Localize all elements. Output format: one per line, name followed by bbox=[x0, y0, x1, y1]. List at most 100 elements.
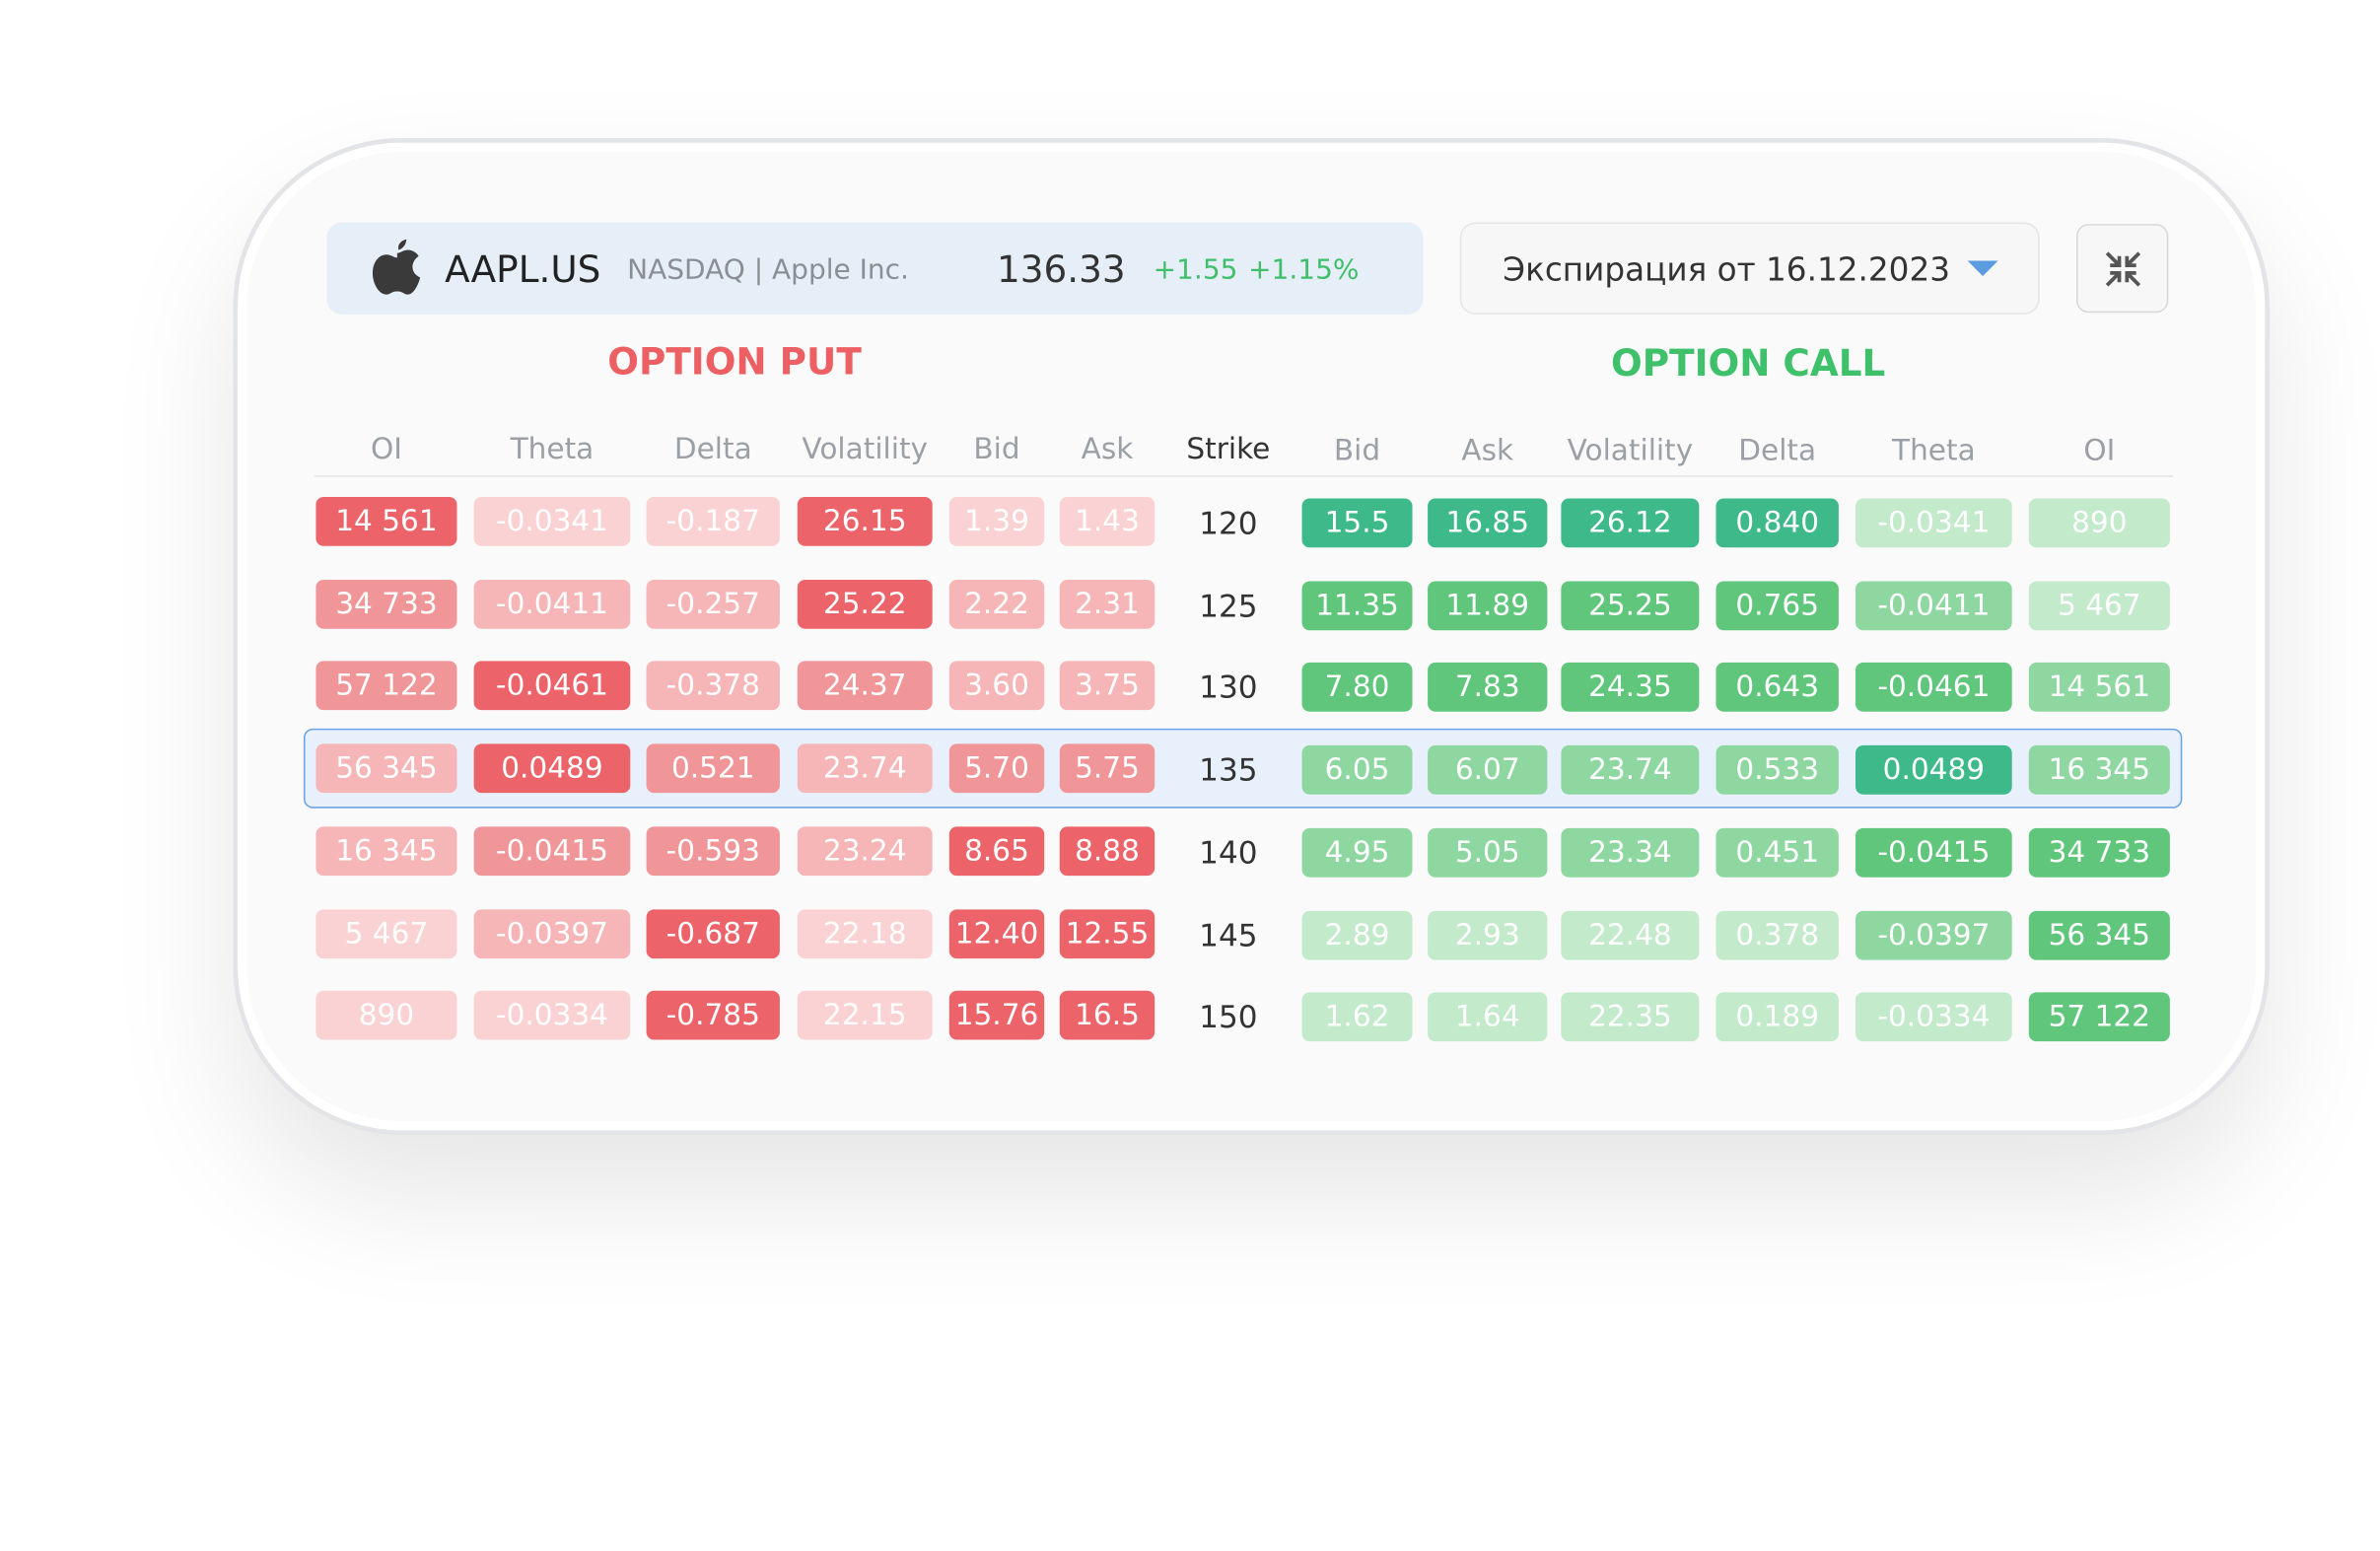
put-cell: -0.0334 bbox=[473, 990, 631, 1040]
ticker: AAPL.US bbox=[445, 247, 601, 292]
header-divider bbox=[314, 475, 2174, 477]
expiration-dropdown[interactable] bbox=[1459, 222, 2040, 315]
call-cell: 0.451 bbox=[1715, 827, 1839, 878]
call-cell: 5.05 bbox=[1428, 827, 1548, 878]
put-cell: 24.37 bbox=[797, 661, 933, 711]
put-cell: 8.88 bbox=[1059, 826, 1155, 877]
expiration: Экспирация от 16.12.2023 bbox=[1503, 251, 1951, 289]
call-cell: 16 345 bbox=[2028, 744, 2170, 795]
put-cell: 22.18 bbox=[797, 909, 933, 959]
change: +1.55 bbox=[1153, 253, 1238, 287]
call-cell: 2.89 bbox=[1301, 910, 1413, 960]
column-header: Volatility bbox=[802, 432, 929, 466]
strike: 145 bbox=[1199, 917, 1258, 954]
put-cell: 5.75 bbox=[1059, 743, 1155, 794]
call-cell: 23.74 bbox=[1561, 744, 1700, 795]
call-cell: 15.5 bbox=[1301, 498, 1413, 548]
call-cell: 0.765 bbox=[1715, 581, 1839, 631]
call-cell: 4.95 bbox=[1301, 827, 1413, 878]
column-header: Strike bbox=[1186, 432, 1271, 466]
column-header: Ask bbox=[1081, 432, 1134, 466]
exchange: NASDAQ | Apple Inc. bbox=[627, 253, 909, 287]
call-cell: 26.12 bbox=[1561, 498, 1700, 548]
call-cell: -0.0411 bbox=[1855, 581, 2012, 631]
put-cell: 5 467 bbox=[315, 909, 457, 959]
put-cell: -0.0397 bbox=[473, 909, 631, 959]
put-cell: -0.593 bbox=[646, 826, 780, 877]
column-header: Delta bbox=[1738, 434, 1817, 468]
call-cell: 34 733 bbox=[2028, 827, 2170, 878]
column-header: Bid bbox=[1333, 434, 1381, 468]
call-cell: -0.0341 bbox=[1855, 498, 2012, 548]
put-cell: 3.75 bbox=[1059, 661, 1155, 711]
call-cell: 0.378 bbox=[1715, 910, 1839, 960]
column-header: Theta bbox=[1892, 434, 1976, 468]
call-cell: 0.533 bbox=[1715, 744, 1839, 795]
dropdown-arrow bbox=[1967, 260, 1998, 276]
put-cell: 2.22 bbox=[948, 579, 1045, 629]
put-cell: 1.39 bbox=[948, 496, 1045, 546]
put-cell: -0.0461 bbox=[473, 661, 631, 711]
ticker-bar bbox=[326, 222, 1424, 315]
call-cell: -0.0397 bbox=[1855, 910, 2012, 960]
collapse-button[interactable] bbox=[2076, 224, 2169, 314]
call-cell: 16.85 bbox=[1428, 498, 1548, 548]
change-pct: +1.15% bbox=[1248, 253, 1360, 287]
strike: 150 bbox=[1199, 998, 1258, 1035]
call-cell: 2.93 bbox=[1428, 910, 1548, 960]
column-header: Delta bbox=[673, 432, 752, 466]
call-cell: 0.0489 bbox=[1855, 744, 2012, 795]
column-header: OI bbox=[370, 432, 402, 466]
put-cell: 22.15 bbox=[797, 990, 933, 1040]
apple-logo bbox=[372, 239, 421, 295]
put-cell: -0.257 bbox=[646, 579, 780, 629]
put-cell: 34 733 bbox=[315, 579, 457, 629]
put-cell: 23.24 bbox=[797, 826, 933, 877]
call-cell: 7.83 bbox=[1428, 662, 1548, 712]
put-cell: 12.55 bbox=[1059, 909, 1155, 959]
call-cell: -0.0461 bbox=[1855, 662, 2012, 712]
put-cell: 23.74 bbox=[797, 743, 933, 794]
put-cell: -0.0341 bbox=[473, 496, 631, 546]
put-cell: -0.0415 bbox=[473, 826, 631, 877]
call-cell: 890 bbox=[2028, 498, 2170, 548]
call-cell: 0.840 bbox=[1715, 498, 1839, 548]
column-header: Ask bbox=[1461, 434, 1514, 468]
call-cell: 6.05 bbox=[1301, 744, 1413, 795]
call-cell: 22.48 bbox=[1561, 910, 1700, 960]
put-title: OPTION PUT bbox=[607, 340, 862, 384]
call-cell: 25.25 bbox=[1561, 581, 1700, 631]
strike: 130 bbox=[1199, 669, 1258, 706]
put-cell: 2.31 bbox=[1059, 579, 1155, 629]
strike: 125 bbox=[1199, 587, 1258, 625]
put-cell: 8.65 bbox=[948, 826, 1045, 877]
put-cell: 57 122 bbox=[315, 661, 457, 711]
put-cell: 5.70 bbox=[948, 743, 1045, 794]
put-cell: -0.687 bbox=[646, 909, 780, 959]
put-cell: 16 345 bbox=[315, 826, 457, 877]
put-cell: 0.0489 bbox=[473, 743, 631, 794]
call-cell: 56 345 bbox=[2028, 910, 2170, 960]
put-cell: 3.60 bbox=[948, 661, 1045, 711]
put-cell: 16.5 bbox=[1059, 990, 1155, 1040]
call-cell: -0.0415 bbox=[1855, 827, 2012, 878]
strike: 135 bbox=[1199, 751, 1258, 789]
call-title: OPTION CALL bbox=[1611, 341, 1886, 386]
column-header: OI bbox=[2083, 434, 2116, 468]
call-cell: 0.643 bbox=[1715, 662, 1839, 712]
put-cell: 26.15 bbox=[797, 496, 933, 546]
put-cell: 56 345 bbox=[315, 743, 457, 794]
column-header: Volatility bbox=[1567, 434, 1694, 468]
call-cell: 0.189 bbox=[1715, 992, 1839, 1042]
put-cell: 14 561 bbox=[315, 496, 457, 546]
column-header: Theta bbox=[510, 432, 595, 466]
call-cell: 5 467 bbox=[2028, 581, 2170, 631]
strike: 120 bbox=[1199, 504, 1258, 542]
column-header: Bid bbox=[973, 432, 1020, 466]
put-cell: 15.76 bbox=[948, 990, 1045, 1040]
call-cell: 1.62 bbox=[1301, 992, 1413, 1042]
call-cell: -0.0334 bbox=[1855, 992, 2012, 1042]
put-cell: -0.187 bbox=[646, 496, 780, 546]
call-cell: 11.35 bbox=[1301, 581, 1413, 631]
